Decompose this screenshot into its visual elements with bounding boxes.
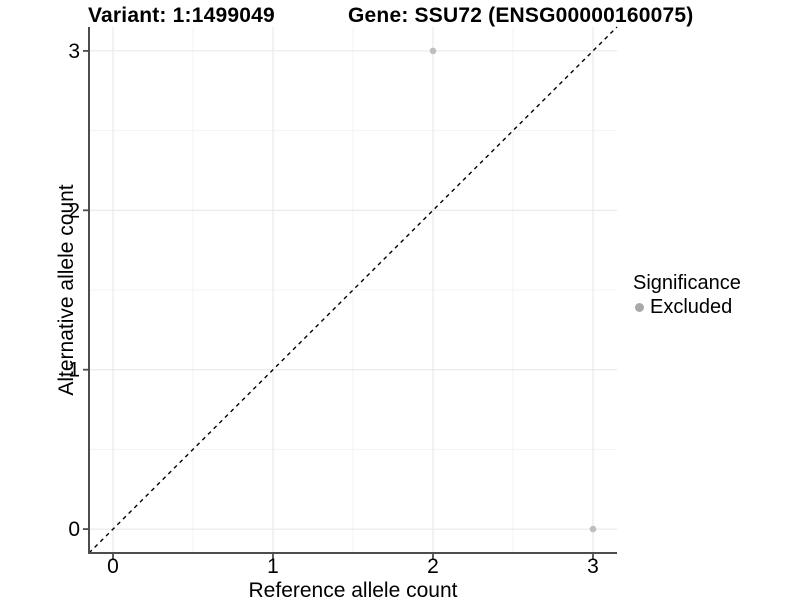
x-tick-label: 0 [107, 555, 119, 578]
x-tick-label: 1 [267, 555, 279, 578]
x-tick-label: 2 [427, 555, 439, 578]
legend-item-excluded: Excluded [633, 295, 741, 319]
excluded-point-icon [635, 302, 644, 312]
y-tick-label: 2 [68, 199, 80, 222]
x-axis-title: Reference allele count [248, 579, 458, 600]
data-point-excluded [429, 47, 437, 55]
x-tick-label: 3 [587, 555, 599, 578]
plot-title-gene: Gene: SSU72 (ENSG00000160075) [348, 4, 694, 27]
legend-item-label: Excluded [650, 296, 733, 318]
y-tick-label: 3 [68, 40, 80, 63]
legend-title: Significance [633, 272, 741, 294]
legend: Significance Excluded [633, 271, 741, 319]
plot-title-variant: Variant: 1:1499049 [88, 4, 275, 27]
y-tick-label: 1 [68, 359, 80, 382]
y-tick-label: 0 [68, 518, 80, 541]
data-point-excluded [589, 525, 597, 533]
y-axis-title: Alternative allele count [55, 184, 78, 396]
